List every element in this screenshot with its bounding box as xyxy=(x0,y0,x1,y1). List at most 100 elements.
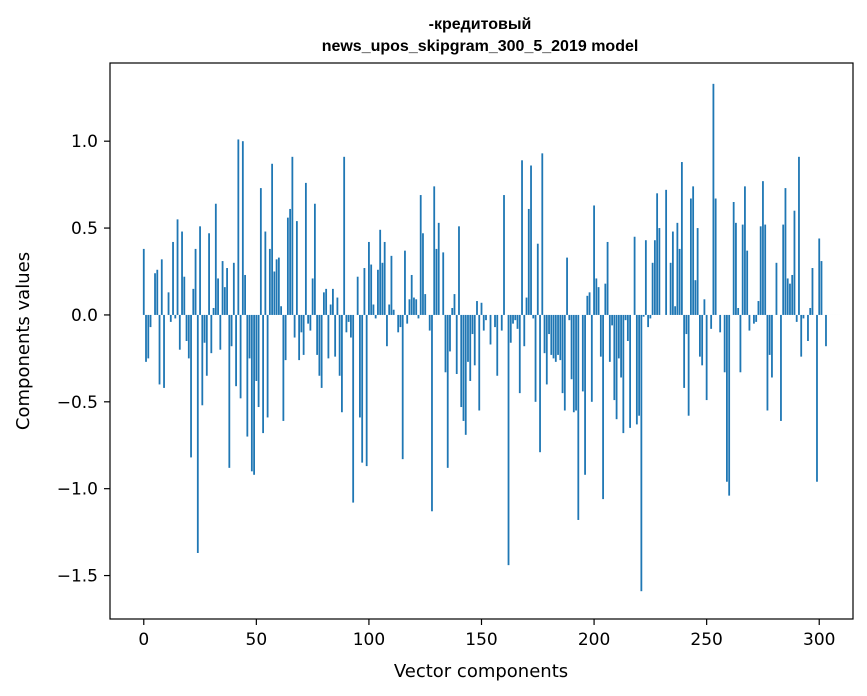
bar xyxy=(239,314,242,399)
bar xyxy=(221,261,224,315)
x-tick-label: 200 xyxy=(578,630,610,650)
bar xyxy=(669,262,672,315)
bar xyxy=(825,314,827,347)
bar xyxy=(543,314,546,354)
bar xyxy=(545,314,548,385)
bar xyxy=(766,314,769,411)
bar xyxy=(444,314,447,373)
bar xyxy=(244,274,246,315)
bar xyxy=(816,314,818,482)
bar xyxy=(309,314,312,331)
bar xyxy=(613,314,616,401)
y-tick-label: −0.5 xyxy=(57,393,98,413)
bar xyxy=(548,314,550,335)
bar xyxy=(807,314,809,341)
bar xyxy=(771,314,773,378)
bar xyxy=(199,226,201,315)
bar xyxy=(586,295,589,315)
bar xyxy=(435,248,438,315)
bar xyxy=(676,222,679,315)
bar xyxy=(248,314,251,359)
bar xyxy=(365,314,368,467)
bar xyxy=(719,314,722,333)
bar xyxy=(327,314,330,359)
bar xyxy=(701,314,704,366)
bar xyxy=(302,314,305,355)
bar xyxy=(689,198,692,315)
bar xyxy=(255,314,258,381)
bar xyxy=(478,314,481,411)
bar xyxy=(622,314,625,434)
bar xyxy=(581,314,584,392)
bar xyxy=(379,229,382,315)
bar xyxy=(744,186,746,315)
bar xyxy=(458,226,460,315)
bar xyxy=(428,314,431,331)
bar xyxy=(187,314,190,359)
bar xyxy=(241,141,244,315)
bar xyxy=(410,274,413,315)
bar xyxy=(154,273,156,315)
bar xyxy=(764,224,767,315)
bar xyxy=(644,240,647,315)
bar xyxy=(464,314,467,435)
bar xyxy=(311,278,314,315)
bar xyxy=(518,314,521,394)
bar xyxy=(557,314,559,355)
bar xyxy=(791,274,794,315)
bar xyxy=(282,314,285,421)
bar xyxy=(516,314,519,329)
bar xyxy=(820,261,823,315)
bar xyxy=(696,228,699,315)
bar xyxy=(714,198,717,315)
bar xyxy=(494,314,496,328)
bar xyxy=(401,314,404,460)
bar xyxy=(694,280,697,315)
bar-series xyxy=(142,83,841,592)
bar xyxy=(471,314,474,335)
bar xyxy=(257,314,260,408)
bar xyxy=(757,301,760,315)
bar xyxy=(350,314,352,338)
bar xyxy=(181,231,183,315)
bar xyxy=(386,314,388,347)
bar xyxy=(147,314,150,359)
bar xyxy=(653,240,656,315)
bar xyxy=(687,314,690,416)
bar xyxy=(174,314,177,319)
bar xyxy=(196,314,199,553)
bar xyxy=(230,314,233,347)
bar xyxy=(602,314,604,500)
bar xyxy=(656,193,659,315)
bar xyxy=(176,219,179,315)
x-tick-label: 0 xyxy=(138,630,149,650)
bar xyxy=(552,314,555,359)
bar xyxy=(782,224,785,315)
bar xyxy=(539,314,541,453)
bar xyxy=(732,202,735,315)
bar xyxy=(624,314,627,321)
bar xyxy=(712,83,715,315)
bar xyxy=(469,314,472,381)
bar xyxy=(235,314,237,387)
bar xyxy=(800,314,803,357)
x-tick-label: 100 xyxy=(353,630,385,650)
bar xyxy=(228,314,231,468)
bar xyxy=(291,156,294,315)
bar xyxy=(476,301,478,315)
x-tick-label: 250 xyxy=(690,630,722,650)
bar xyxy=(489,314,492,345)
bar xyxy=(795,314,798,322)
bar xyxy=(300,314,303,333)
bar xyxy=(572,314,575,413)
bar xyxy=(811,268,814,315)
bar xyxy=(748,314,751,331)
x-axis: 0 50 100 150 200 250 300 xyxy=(138,619,835,650)
bar xyxy=(514,314,517,321)
bar xyxy=(507,314,510,566)
bar xyxy=(341,314,343,413)
plot-frame xyxy=(109,62,854,620)
bar xyxy=(431,314,433,512)
bar xyxy=(219,314,222,350)
